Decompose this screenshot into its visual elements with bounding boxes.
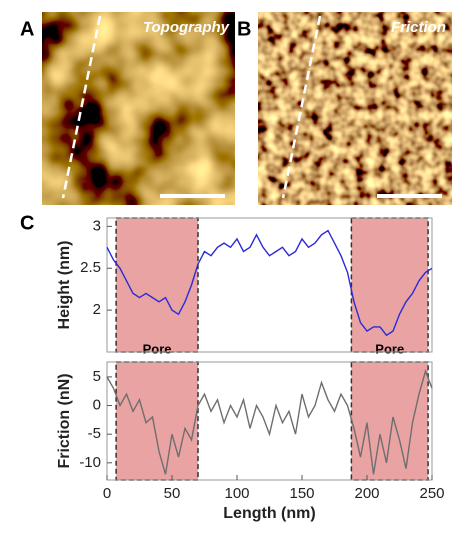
y-axis-label: Height (nm) xyxy=(56,241,73,330)
plot-frame xyxy=(106,217,433,353)
x-tick-label: 200 xyxy=(354,485,379,502)
annotation: Pore xyxy=(375,341,404,356)
profile-line xyxy=(61,15,102,199)
y-tick-label: 2 xyxy=(93,301,101,318)
plot-frame xyxy=(106,361,433,481)
y-tick-label: 5 xyxy=(93,368,101,385)
friction-texture xyxy=(258,12,452,205)
pore-region xyxy=(350,361,429,481)
x-tick-label: 150 xyxy=(289,485,314,502)
panel-letter: B xyxy=(237,18,251,40)
profile-line xyxy=(281,15,322,199)
data-line xyxy=(106,368,433,475)
panel-title: Friction xyxy=(391,19,446,36)
x-tick-label: 50 xyxy=(164,485,181,502)
pore-region xyxy=(115,361,199,481)
y-tick-label: 0 xyxy=(93,397,101,414)
panel-title: Topography xyxy=(143,19,230,36)
y-tick-label: -5 xyxy=(88,425,101,442)
annotation: Pore xyxy=(143,341,172,356)
panel-letter: C xyxy=(20,212,34,234)
x-tick-label: 0 xyxy=(103,485,111,502)
x-axis-label: Length (nm) xyxy=(223,505,315,522)
x-tick-label: 250 xyxy=(419,485,444,502)
topography-texture xyxy=(42,12,235,205)
y-tick-label: 3 xyxy=(93,217,101,234)
y-axis-label: Friction (nN) xyxy=(56,373,73,468)
y-tick-label: 2.5 xyxy=(80,259,101,276)
y-tick-label: -10 xyxy=(79,454,101,471)
panel-letter: A xyxy=(20,18,34,40)
pore-region xyxy=(350,217,429,353)
data-line xyxy=(106,229,433,337)
x-tick-label: 100 xyxy=(224,485,249,502)
